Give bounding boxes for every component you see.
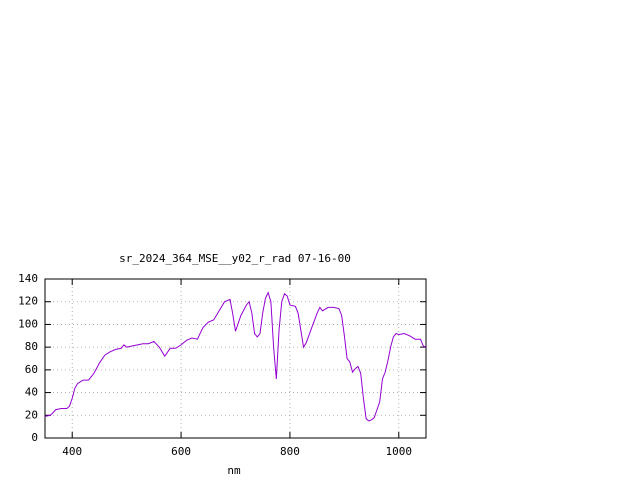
y-tick-label: 80 — [25, 340, 38, 353]
x-tick-label: 1000 — [386, 445, 413, 458]
x-tick-label: 800 — [280, 445, 300, 458]
y-tick-label: 0 — [31, 431, 38, 444]
y-tick-label: 120 — [18, 295, 38, 308]
y-tick-label: 140 — [18, 272, 38, 285]
y-tick-label: 20 — [25, 408, 38, 421]
chart-title: sr_2024_364_MSE__y02_r_rad 07-16-00 — [119, 252, 351, 265]
data-line — [44, 291, 427, 422]
x-tick-label: 400 — [62, 445, 82, 458]
x-tick-label: 600 — [171, 445, 191, 458]
y-tick-label: 60 — [25, 363, 38, 376]
y-tick-label: 100 — [18, 317, 38, 330]
plot-border — [44, 278, 427, 439]
y-tick-label: 40 — [25, 386, 38, 399]
x-axis-label: nm — [227, 464, 241, 477]
